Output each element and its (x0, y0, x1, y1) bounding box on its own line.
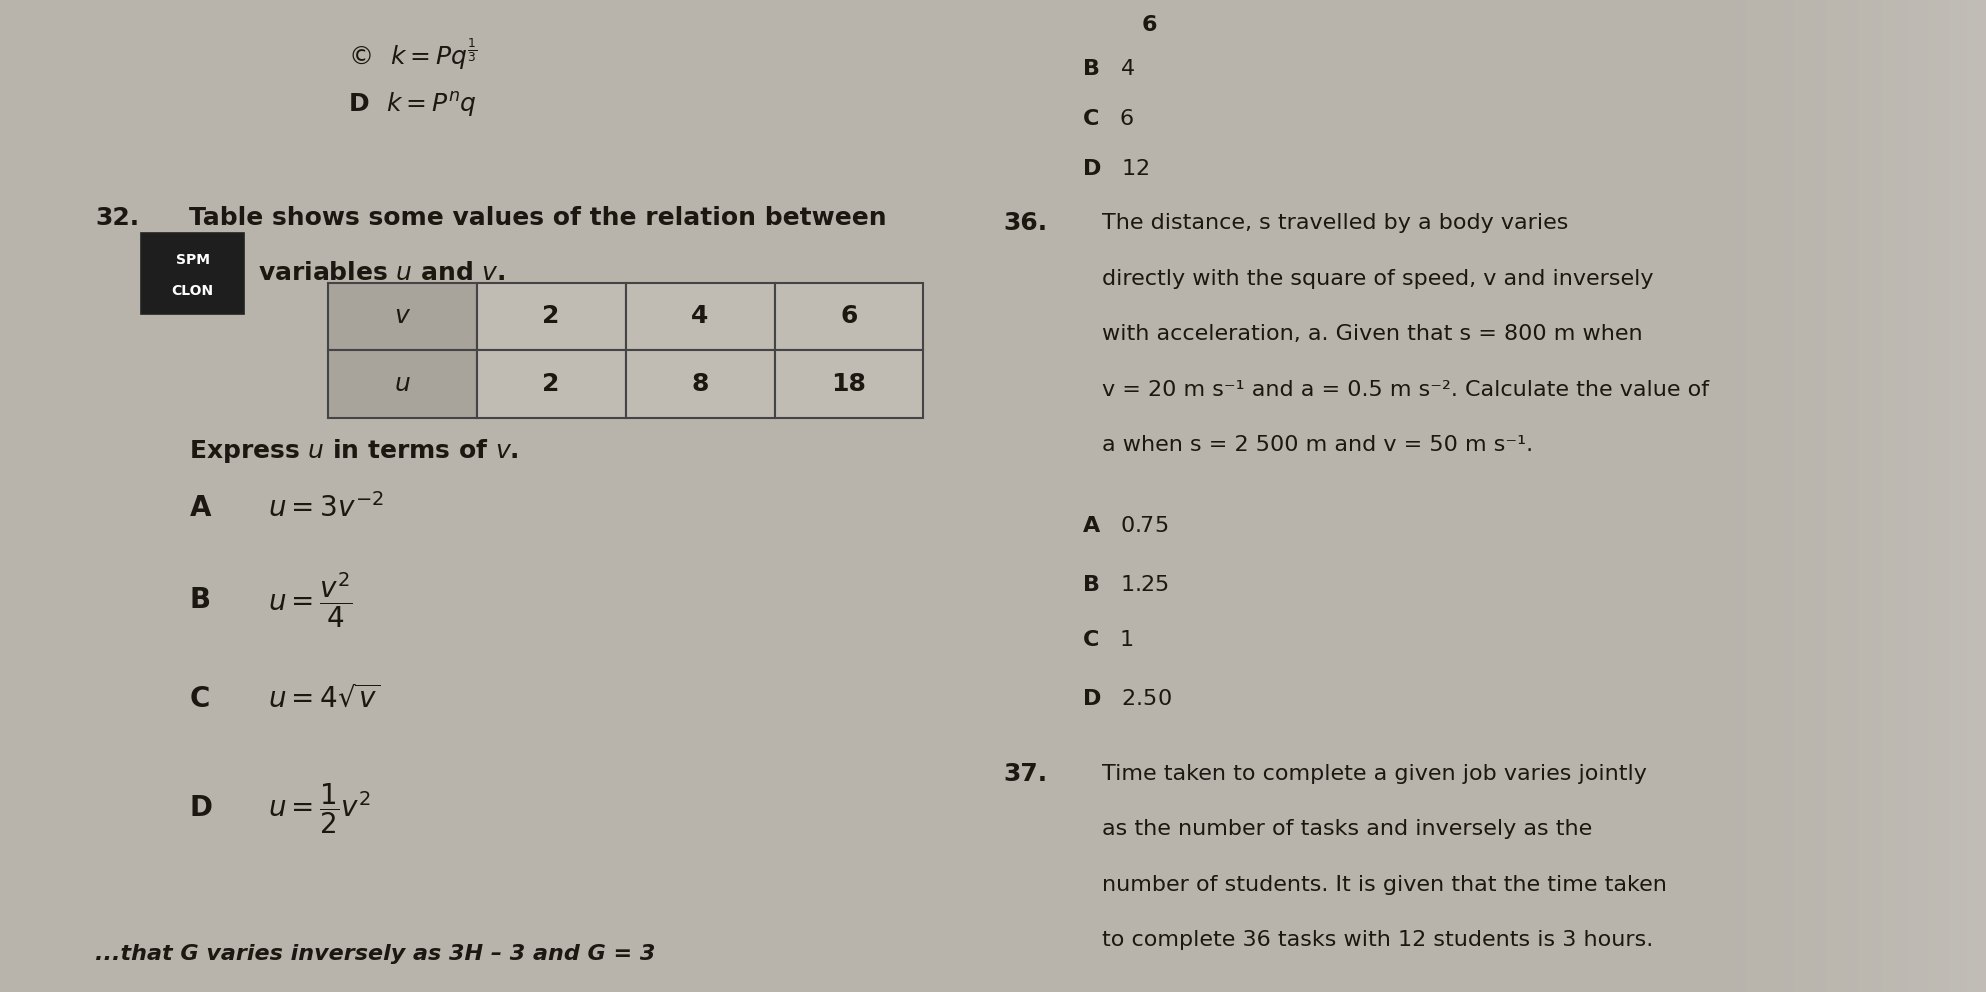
Text: 6: 6 (840, 305, 858, 328)
Text: v = 20 m s⁻¹ and a = 0.5 m s⁻². Calculate the value of: v = 20 m s⁻¹ and a = 0.5 m s⁻². Calculat… (1102, 380, 1710, 400)
Bar (328, 283, 477, 350)
Text: 37.: 37. (1003, 762, 1047, 786)
Text: 32.: 32. (95, 206, 139, 230)
Text: CLON: CLON (171, 284, 214, 298)
Text: Table shows some values of the relation between: Table shows some values of the relation … (189, 206, 886, 230)
Text: $\mathbf{B}$: $\mathbf{B}$ (189, 586, 211, 614)
Text: 6: 6 (1142, 15, 1158, 35)
Text: $\mathbf{B}$   4: $\mathbf{B}$ 4 (1082, 60, 1136, 79)
Text: $\mathbf{D}$: $\mathbf{D}$ (189, 795, 213, 822)
Text: directly with the square of speed, v and inversely: directly with the square of speed, v and… (1102, 269, 1654, 289)
Text: variables $u$ and $v$.: variables $u$ and $v$. (258, 261, 506, 285)
Text: SPM: SPM (175, 253, 211, 267)
Text: 4: 4 (691, 305, 709, 328)
Text: $u = 4\sqrt{v}$: $u = 4\sqrt{v}$ (268, 685, 381, 713)
Text: as the number of tasks and inversely as the: as the number of tasks and inversely as … (1102, 819, 1593, 839)
Text: $u$: $u$ (393, 372, 411, 396)
Text: 8: 8 (691, 372, 709, 396)
Bar (626, 350, 775, 418)
Text: $v$: $v$ (393, 305, 411, 328)
Text: $\mathbf{D}$   12: $\mathbf{D}$ 12 (1082, 159, 1150, 179)
Text: to complete 36 tasks with 12 students is 3 hours.: to complete 36 tasks with 12 students is… (1102, 930, 1654, 950)
Text: a when s = 2 500 m and v = 50 m s⁻¹.: a when s = 2 500 m and v = 50 m s⁻¹. (1102, 435, 1533, 455)
Text: Time taken to complete a given job varies jointly: Time taken to complete a given job varie… (1102, 764, 1646, 784)
Text: 2: 2 (542, 372, 560, 396)
FancyBboxPatch shape (141, 233, 244, 314)
Text: Express $u$ in terms of $v$.: Express $u$ in terms of $v$. (189, 437, 518, 465)
Text: 2: 2 (542, 305, 560, 328)
Bar (328, 350, 477, 418)
Text: 36.: 36. (1003, 211, 1047, 235)
Text: $u = \dfrac{1}{2}v^2$: $u = \dfrac{1}{2}v^2$ (268, 781, 371, 836)
Bar (775, 350, 923, 418)
Text: $\mathbf{D}$  $k = P^{n}q$: $\mathbf{D}$ $k = P^{n}q$ (348, 89, 477, 119)
Text: $\mathbf{C}$   6: $\mathbf{C}$ 6 (1082, 109, 1134, 129)
Text: $\mathbf{A}$: $\mathbf{A}$ (189, 494, 213, 522)
Text: The distance, s travelled by a body varies: The distance, s travelled by a body vari… (1102, 213, 1569, 233)
Bar (626, 283, 775, 350)
Text: $u = 3v^{-2}$: $u = 3v^{-2}$ (268, 493, 383, 523)
Text: 18: 18 (832, 372, 866, 396)
Text: with acceleration, a. Given that s = 800 m when: with acceleration, a. Given that s = 800… (1102, 324, 1642, 344)
Text: $\mathbf{C}$: $\mathbf{C}$ (189, 685, 209, 713)
Text: $\mathbf{B}$   1.25: $\mathbf{B}$ 1.25 (1082, 575, 1170, 595)
Text: $\mathbf{C}$   1: $\mathbf{C}$ 1 (1082, 630, 1134, 650)
Text: $\mathbf{D}$   2.50: $\mathbf{D}$ 2.50 (1082, 689, 1172, 709)
Bar (477, 350, 626, 418)
Bar (477, 283, 626, 350)
Text: number of students. It is given that the time taken: number of students. It is given that the… (1102, 875, 1666, 895)
Text: $\mathbf{A}$   0.75: $\mathbf{A}$ 0.75 (1082, 516, 1168, 536)
Text: $\copyright$  $k = Pq^{\frac{1}{3}}$: $\copyright$ $k = Pq^{\frac{1}{3}}$ (348, 37, 477, 72)
Text: $u = \dfrac{v^2}{4}$: $u = \dfrac{v^2}{4}$ (268, 570, 354, 630)
Text: ...that G varies inversely as 3H – 3 and G = 3: ...that G varies inversely as 3H – 3 and… (95, 944, 655, 964)
Bar (775, 283, 923, 350)
